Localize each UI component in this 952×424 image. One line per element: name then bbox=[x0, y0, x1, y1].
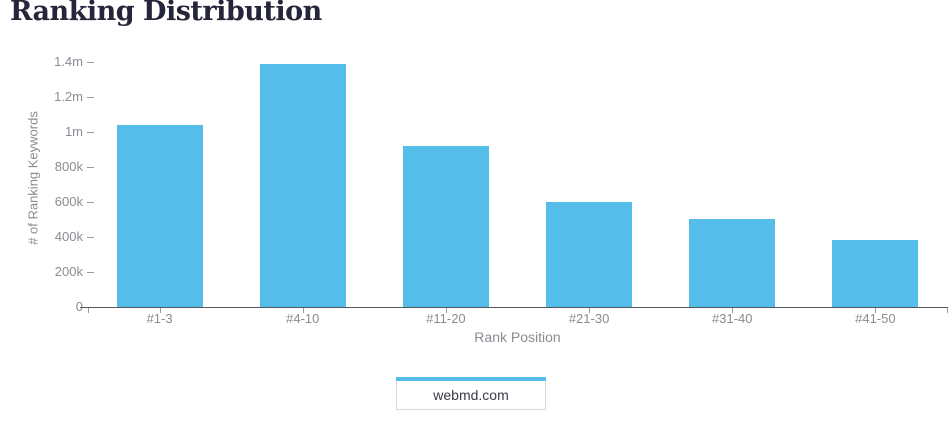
y-tick-label: 600k bbox=[54, 194, 83, 209]
y-tick-mark bbox=[87, 272, 94, 273]
x-tick-mark bbox=[159, 308, 161, 313]
y-tick-mark bbox=[87, 97, 94, 98]
x-tick-label-#41-50: #41-50 bbox=[855, 311, 896, 326]
bar-#21-30[interactable] bbox=[546, 202, 633, 307]
y-tick-label: 200k bbox=[54, 264, 83, 279]
x-tick-mark bbox=[732, 308, 734, 313]
y-tick-mark bbox=[87, 62, 94, 63]
bar-#1-3[interactable] bbox=[116, 125, 203, 307]
y-tick-label: 800k bbox=[54, 159, 83, 174]
chart-title: Ranking Distribution bbox=[10, 0, 322, 27]
bar-#11-20[interactable] bbox=[402, 146, 489, 307]
legend-webmd[interactable]: webmd.com bbox=[396, 377, 546, 410]
x-tick-mark bbox=[947, 308, 948, 313]
x-tick-mark bbox=[589, 308, 591, 313]
bar-#41-50[interactable] bbox=[832, 240, 919, 307]
x-tick-mark bbox=[445, 308, 447, 313]
y-tick-label: 400k bbox=[54, 229, 83, 244]
legend-label: webmd.com bbox=[433, 387, 509, 403]
x-tick-label-#1-3: #1-3 bbox=[146, 311, 173, 326]
y-tick-mark bbox=[87, 167, 94, 168]
y-tick-label: 0 bbox=[0, 299, 83, 315]
x-axis-title: Rank Position bbox=[474, 329, 561, 345]
x-tick-label-#21-30: #21-30 bbox=[568, 311, 610, 326]
y-tick-label: 1m bbox=[64, 124, 83, 139]
y-tick-label: 1.4m bbox=[54, 54, 83, 69]
x-tick-mark bbox=[302, 308, 304, 313]
x-tick-mark bbox=[875, 308, 877, 313]
x-tick-label-#4-10: #4-10 bbox=[286, 311, 320, 326]
x-axis-line bbox=[80, 307, 948, 308]
y-tick-mark bbox=[87, 132, 94, 133]
y-tick-label: 1.2m bbox=[54, 89, 83, 104]
x-tick-label-#11-20: #11-20 bbox=[426, 311, 466, 326]
bar-#4-10[interactable] bbox=[259, 64, 346, 307]
y-tick-mark bbox=[87, 237, 94, 238]
x-tick-label-#31-40: #31-40 bbox=[712, 311, 753, 326]
bar-#31-40[interactable] bbox=[689, 219, 776, 307]
y-tick-mark bbox=[87, 202, 94, 203]
legend-color-swatch bbox=[396, 377, 546, 381]
x-tick-mark bbox=[88, 308, 89, 313]
